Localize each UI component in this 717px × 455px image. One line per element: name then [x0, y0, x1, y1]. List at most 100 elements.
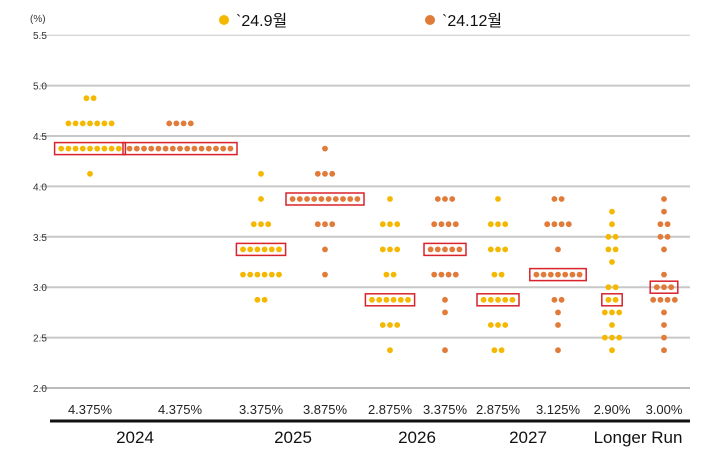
- median-label-dec: 4.375%: [158, 402, 203, 417]
- dot-dec-2026: [442, 246, 448, 253]
- y-tick-label: 2.0: [33, 384, 47, 395]
- dot-sep-2026: [387, 347, 393, 354]
- dot-sep-2026: [405, 296, 411, 303]
- dot-sep-2024: [94, 120, 101, 127]
- dot-dec-2024: [205, 145, 212, 152]
- dot-sep-2025: [258, 170, 264, 177]
- dot-sep-2026: [369, 296, 375, 303]
- dot-sep-2024: [101, 120, 108, 127]
- dot-sep-longer-run: [605, 246, 612, 253]
- dot-dec-longer-run: [661, 208, 667, 215]
- dot-sep-2027: [495, 296, 501, 303]
- dot-sep-2026: [394, 221, 401, 228]
- median-box-dec: [649, 280, 679, 294]
- dot-dec-2026: [438, 221, 445, 228]
- dot-dec-longer-run: [650, 296, 657, 303]
- dot-sep-2026: [390, 271, 397, 278]
- dot-dec-2024: [184, 145, 191, 152]
- dot-sep-2025: [258, 221, 264, 228]
- dot-sep-2026: [387, 221, 393, 228]
- dot-sep-2026: [376, 296, 383, 303]
- median-box-sep: [235, 242, 287, 257]
- dot-dec-2024: [141, 145, 147, 152]
- dot-dec-2025: [318, 196, 325, 202]
- y-tick-label: 4.0: [33, 182, 47, 193]
- dot-dec-2025: [314, 170, 321, 177]
- dot-dec-2027: [555, 271, 561, 278]
- dot-sep-2027: [491, 347, 498, 354]
- dot-sep-2027: [495, 221, 501, 228]
- dot-dec-2026: [427, 246, 434, 253]
- median-label-sep: 4.375%: [68, 402, 113, 417]
- dot-sep-2025: [258, 196, 264, 202]
- dot-sep-2024: [58, 145, 65, 152]
- dot-sep-2025: [261, 246, 268, 253]
- dot-sep-2026: [379, 322, 386, 328]
- dot-dec-2026: [442, 296, 448, 303]
- median-label-sep: 2.875%: [368, 402, 413, 417]
- median-label-sep: 2.875%: [476, 402, 521, 417]
- dot-sep-2026: [394, 322, 401, 328]
- dot-sep-2025: [247, 271, 254, 278]
- dot-dec-longer-run: [653, 284, 660, 291]
- median-label-dec: 3.875%: [303, 402, 348, 417]
- dot-dec-2027: [565, 221, 572, 228]
- dot-dec-longer-run: [661, 284, 667, 291]
- dot-dec-2027: [533, 271, 540, 278]
- dot-dec-2027: [551, 221, 558, 228]
- dot-sep-longer-run: [609, 334, 615, 341]
- dot-dec-2026: [445, 221, 452, 228]
- dot-sep-2024: [79, 120, 86, 127]
- dot-sep-longer-run: [609, 208, 615, 215]
- dot-sep-longer-run: [609, 322, 615, 328]
- dot-dec-2024: [180, 120, 187, 127]
- median-box-sep: [53, 141, 127, 156]
- y-tick-label: 4.5: [33, 132, 47, 143]
- dot-sep-2027: [495, 196, 501, 202]
- dot-dec-2026: [431, 271, 438, 278]
- y-tick-label: 2.5: [33, 334, 47, 345]
- dot-sep-2027: [491, 271, 498, 278]
- dot-dec-longer-run: [668, 284, 675, 291]
- dot-sep-2024: [101, 145, 108, 152]
- median-box-dec: [529, 267, 587, 282]
- dot-dec-2026: [452, 271, 459, 278]
- dot-sep-2024: [108, 120, 115, 127]
- dot-dec-2027: [558, 296, 565, 303]
- dot-sep-2024: [72, 120, 79, 127]
- dot-sep-longer-run: [612, 284, 619, 291]
- dot-dec-2025: [289, 196, 296, 202]
- dot-dec-2024: [220, 145, 227, 152]
- dot-dec-2025: [325, 196, 332, 202]
- x-category-label: 2026: [398, 428, 436, 447]
- dot-sep-2027: [487, 322, 494, 328]
- dot-dec-2026: [452, 221, 459, 228]
- dot-dec-longer-run: [657, 296, 664, 303]
- dot-dec-2027: [551, 196, 558, 202]
- dot-dec-longer-run: [661, 271, 667, 278]
- dot-dec-longer-run: [664, 221, 671, 228]
- median-box-dec: [285, 192, 365, 206]
- dot-dec-2025: [322, 170, 328, 177]
- dot-dec-2024: [148, 145, 155, 152]
- dot-dec-longer-run: [664, 233, 671, 240]
- dot-dec-2025: [340, 196, 346, 202]
- dot-dec-longer-run: [657, 221, 664, 228]
- dot-dec-2026: [434, 196, 441, 202]
- dot-dec-2025: [347, 196, 354, 202]
- dot-dec-2027: [558, 221, 565, 228]
- dot-sep-longer-run: [609, 221, 615, 228]
- dot-dec-2027: [551, 296, 558, 303]
- median-box-sep: [476, 293, 520, 307]
- dot-sep-2026: [387, 322, 393, 328]
- dot-dec-2026: [431, 221, 438, 228]
- y-tick-label: 5.5: [33, 31, 47, 42]
- dot-sep-2026: [387, 246, 393, 253]
- dot-dec-2027: [569, 271, 576, 278]
- dot-dec-2027: [555, 347, 561, 354]
- dot-sep-2025: [254, 246, 261, 253]
- dot-dec-2025: [322, 246, 328, 253]
- dot-sep-2025: [250, 221, 257, 228]
- dot-dec-2026: [442, 196, 448, 202]
